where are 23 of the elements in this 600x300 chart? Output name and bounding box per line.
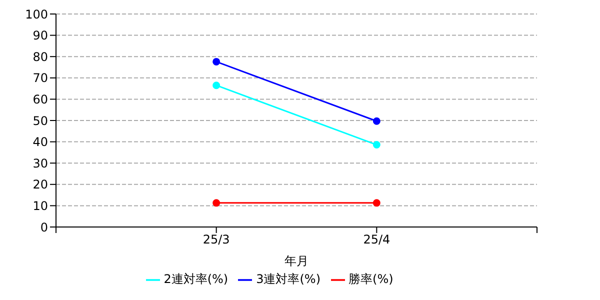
point bbox=[212, 58, 220, 66]
y-tick-label: 80 bbox=[32, 50, 48, 64]
y-tick-label: 50 bbox=[32, 114, 48, 128]
y-tick-label: 0 bbox=[40, 220, 48, 234]
y-tick-label: 40 bbox=[32, 135, 48, 150]
legend-label: 3連対率(%) bbox=[256, 272, 321, 286]
x-axis-title: 年月 bbox=[284, 254, 308, 268]
point bbox=[372, 141, 380, 149]
y-tick-label: 10 bbox=[32, 198, 48, 213]
legend-label: 2連対率(%) bbox=[164, 272, 228, 286]
point bbox=[372, 117, 380, 125]
y-tick-label: 90 bbox=[32, 28, 48, 43]
y-tick-label: 20 bbox=[32, 178, 48, 192]
legend-label: 勝率(%) bbox=[348, 272, 394, 286]
x-tick-label: 25/3 bbox=[202, 232, 230, 247]
x-tick-label: 25/4 bbox=[363, 232, 390, 247]
y-tick-label: 60 bbox=[32, 92, 48, 106]
y-tick-label: 70 bbox=[32, 71, 48, 86]
point bbox=[212, 199, 220, 207]
point bbox=[372, 199, 380, 207]
point bbox=[212, 82, 220, 90]
y-tick-label: 30 bbox=[32, 156, 48, 170]
y-tick-label: 100 bbox=[25, 7, 48, 22]
